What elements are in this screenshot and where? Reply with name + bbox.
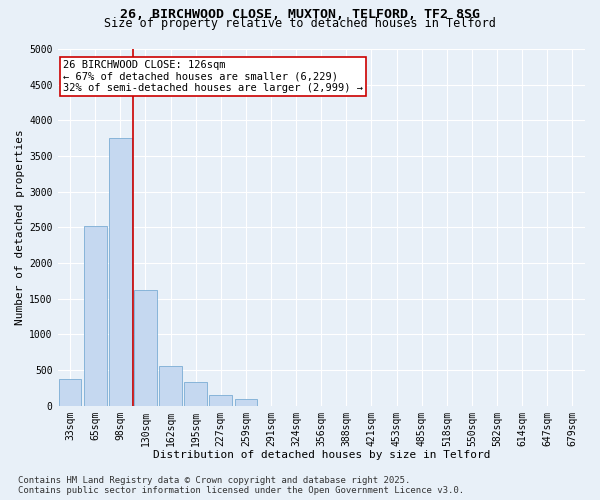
Bar [84, 226, 107, 406]
Bar [134, 290, 157, 406]
X-axis label: Distribution of detached houses by size in Telford: Distribution of detached houses by size … [152, 450, 490, 460]
Bar [209, 395, 232, 406]
Bar [109, 138, 131, 406]
Text: Size of property relative to detached houses in Telford: Size of property relative to detached ho… [104, 18, 496, 30]
Bar [235, 398, 257, 406]
Bar [59, 378, 82, 406]
Text: 26, BIRCHWOOD CLOSE, MUXTON, TELFORD, TF2 8SG: 26, BIRCHWOOD CLOSE, MUXTON, TELFORD, TF… [120, 8, 480, 20]
Bar [159, 366, 182, 406]
Bar [184, 382, 207, 406]
Y-axis label: Number of detached properties: Number of detached properties [15, 130, 25, 325]
Text: 26 BIRCHWOOD CLOSE: 126sqm
← 67% of detached houses are smaller (6,229)
32% of s: 26 BIRCHWOOD CLOSE: 126sqm ← 67% of deta… [63, 60, 363, 93]
Text: Contains HM Land Registry data © Crown copyright and database right 2025.
Contai: Contains HM Land Registry data © Crown c… [18, 476, 464, 495]
